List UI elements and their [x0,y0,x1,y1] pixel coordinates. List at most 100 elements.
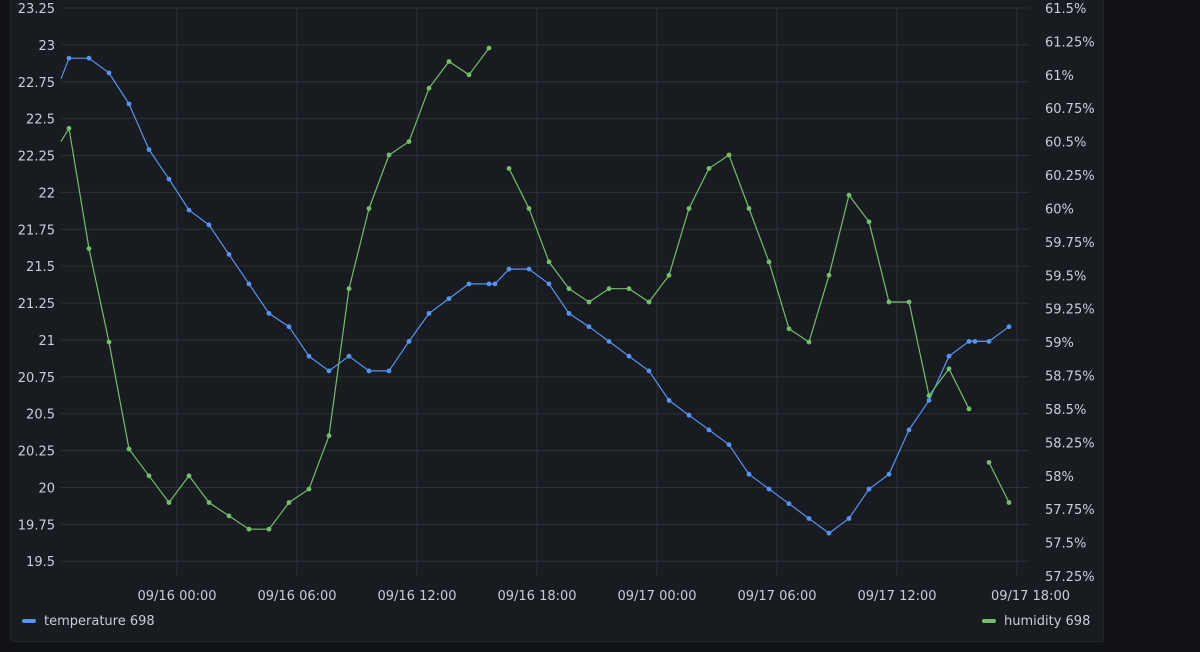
humidity-point [626,286,632,292]
humidity-line [60,47,490,530]
x-tick-label: 09/16 18:00 [497,589,576,604]
series-humidity [60,45,1012,532]
left-tick-label: 21.25 [18,297,55,312]
right-tick-label: 59.75% [1045,236,1095,251]
temperature-point [806,516,812,521]
temperature-point [886,471,892,477]
right-tick-label: 58.25% [1045,436,1095,451]
humidity-point [206,500,212,505]
temperature-point [206,222,212,228]
temperature-point [66,55,72,61]
right-tick-label: 60.25% [1045,169,1095,184]
humidity-point [286,500,292,505]
humidity-point [66,125,72,131]
x-tick-label: 09/16 12:00 [377,589,456,604]
temperature-point [1006,324,1012,330]
right-y-axis: 61.5% 61.25% 61% 60.75% 60.5% 60.25% 60% 59.75%… [1045,2,1095,585]
right-tick-label: 57.25% [1045,570,1095,585]
temperature-point [586,324,592,330]
left-tick-label: 21.5 [26,260,55,275]
series-temperature [60,55,1012,536]
temperature-point [946,353,952,359]
humidity-point [526,206,532,211]
temperature-point [226,252,232,257]
temperature-point [746,471,752,477]
x-tick-label: 09/17 00:00 [617,589,696,604]
humidity-point [566,286,572,292]
humidity-point [146,473,152,479]
humidity-point [106,339,112,345]
x-tick-label: 09/17 12:00 [857,589,936,604]
temperature-point [386,368,392,374]
x-tick-label: 09/17 18:00 [991,589,1070,604]
right-tick-label: 57.75% [1045,503,1095,518]
temperature-point [86,55,92,61]
humidity-point [586,299,592,305]
grid-lines [61,7,1029,576]
temperature-point [706,427,712,433]
temperature-point [526,266,532,272]
humidity-point [86,246,92,252]
temperature-point [546,281,552,287]
humidity-point [806,339,812,345]
x-tick-label: 09/16 00:00 [137,589,216,604]
humidity-point [1006,500,1012,505]
temperature-point [646,368,652,374]
humidity-point [986,460,992,465]
temperature-point [492,281,498,287]
humidity-point [546,259,552,265]
right-tick-label: 59% [1045,336,1074,351]
temperature-point [486,281,492,287]
humidity-point [666,272,672,278]
x-tick-label: 09/17 06:00 [737,589,816,604]
temperature-point [986,339,992,344]
x-tick-label: 09/16 06:00 [257,589,336,604]
temperature-line [60,57,1010,534]
humidity-point [186,473,192,479]
humidity-point [126,446,132,452]
humidity-point [606,286,612,292]
humidity-point [406,139,412,145]
humidity-point [466,72,472,78]
right-tick-label: 58.5% [1045,403,1086,418]
temperature-point [786,501,792,507]
temperature-point [186,207,192,213]
humidity-point [886,299,892,305]
x-axis: 09/16 00:00 09/16 06:00 09/16 12:00 09/16 1… [137,589,1070,604]
temperature-point [506,266,512,272]
right-tick-label: 61.5% [1045,2,1086,17]
humidity-point [826,272,832,278]
temperature-point [146,147,152,153]
left-tick-label: 20.25 [18,445,55,460]
legend-item-temperature[interactable]: temperature 698 [22,612,155,630]
temperature-point [426,311,432,316]
right-tick-label: 59.5% [1045,269,1086,284]
legend-item-humidity[interactable]: humidity 698 [982,612,1090,630]
right-tick-label: 59.25% [1045,303,1095,318]
right-tick-label: 61% [1045,69,1074,84]
temperature-point [966,339,972,344]
temperature-point [846,516,852,521]
right-tick-label: 60.5% [1045,136,1086,151]
temperature-point [866,486,872,492]
humidity-point [226,513,232,519]
left-tick-label: 20.75 [18,371,55,386]
humidity-point [446,59,452,64]
left-tick-label: 23 [38,39,55,54]
temperature-point [246,281,252,287]
humidity-swatch [982,619,996,623]
left-tick-label: 23.25 [18,2,55,17]
chart-panel [10,0,1104,642]
humidity-point [326,433,332,439]
series-layer [60,45,1012,536]
temperature-point [366,368,372,374]
left-tick-label: 21.75 [18,223,55,238]
temperature-point [326,368,332,374]
left-tick-label: 22.75 [18,76,55,91]
humidity-point [706,166,712,171]
temperature-point [266,311,272,316]
temperature-point [306,353,312,359]
temperature-point [166,176,172,182]
humidity-point [946,366,952,372]
